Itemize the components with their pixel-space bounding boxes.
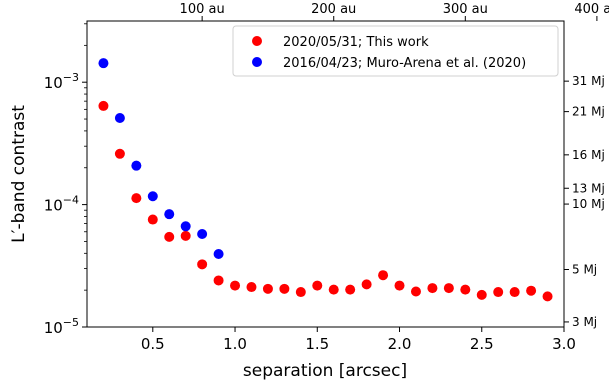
data-point: [180, 221, 191, 232]
legend-box: [232, 25, 559, 77]
top-tick-label: 200 au: [311, 2, 356, 17]
x-tick-label: 0.5: [141, 335, 165, 353]
data-point: [410, 286, 421, 297]
legend-marker-muro-arena: [252, 57, 262, 67]
legend-label-this-work: 2020/05/31; This work: [283, 35, 429, 50]
legend-label-muro-arena: 2016/04/23; Muro-Arena et al. (2020): [283, 56, 526, 71]
data-point: [526, 285, 537, 296]
data-point: [164, 209, 175, 220]
y-axis-title: L′-band contrast: [9, 105, 29, 243]
data-point: [328, 284, 339, 295]
data-point: [246, 282, 257, 293]
right-tick-label: 10 Mj: [572, 197, 605, 211]
data-point: [147, 191, 158, 202]
data-point: [213, 248, 224, 259]
data-point: [98, 58, 109, 69]
data-point: [98, 100, 109, 111]
series-this-work: [98, 100, 553, 302]
right-mass-axis-ticks: 3 Mj 5 Mj 10 Mj 13 Mj 16 Mj 21 Mj 31 Mj: [564, 74, 605, 329]
x-tick-label: 3.0: [552, 335, 576, 353]
top-tick-label: 100 au: [180, 2, 225, 17]
legend-marker-this-work: [252, 36, 262, 46]
data-point: [312, 280, 323, 291]
right-tick-label: 16 Mj: [572, 148, 605, 162]
x-tick-label: 2.0: [388, 335, 412, 353]
data-point: [164, 231, 175, 242]
data-point: [476, 289, 487, 300]
data-point: [460, 284, 471, 295]
series-muro-arena: [98, 58, 224, 259]
data-point: [394, 280, 405, 291]
data-point: [197, 229, 208, 240]
data-point: [493, 287, 504, 298]
x-tick-label: 2.5: [470, 335, 494, 353]
x-tick-label: 1.5: [305, 335, 329, 353]
top-tick-label: 300 au: [443, 2, 488, 17]
data-point: [213, 275, 224, 286]
data-point: [230, 280, 241, 291]
data-point: [180, 230, 191, 241]
data-point: [114, 112, 125, 123]
y-tick-label: 10−3: [44, 71, 79, 92]
data-point: [509, 287, 520, 298]
data-point: [378, 270, 389, 281]
x-axis-ticks: 0.5 1.0 1.5 2.0 2.5 3.0: [141, 327, 576, 353]
data-point: [345, 284, 356, 295]
data-point: [262, 283, 273, 294]
right-tick-label: 31 Mj: [572, 74, 605, 88]
right-tick-label: 3 Mj: [572, 315, 597, 329]
x-axis-title: separation [arcsec]: [243, 361, 407, 381]
data-point: [131, 160, 142, 171]
data-point: [197, 259, 208, 270]
data-point: [295, 287, 306, 298]
y-tick-label: 10−4: [44, 194, 79, 215]
top-au-axis-ticks: 100 au 200 au 300 au 400 au: [180, 2, 609, 21]
y-axis-ticks: 10−5 10−4 10−3: [44, 23, 87, 337]
data-point: [443, 283, 454, 294]
data-point: [427, 283, 438, 294]
y-tick-label: 10−5: [44, 316, 79, 337]
data-point: [114, 148, 125, 159]
right-tick-label: 13 Mj: [572, 181, 605, 195]
data-point: [147, 214, 158, 225]
x-tick-label: 1.0: [223, 335, 247, 353]
data-point: [361, 279, 372, 290]
data-point: [279, 283, 290, 294]
data-point: [542, 291, 553, 302]
legend: 2020/05/31; This work 2016/04/23; Muro-A…: [232, 25, 559, 77]
top-tick-label: 400 au: [574, 2, 609, 17]
plot-frame: [86, 20, 565, 328]
right-tick-label: 5 Mj: [572, 262, 597, 276]
right-tick-label: 21 Mj: [572, 105, 605, 119]
data-point: [131, 193, 142, 204]
